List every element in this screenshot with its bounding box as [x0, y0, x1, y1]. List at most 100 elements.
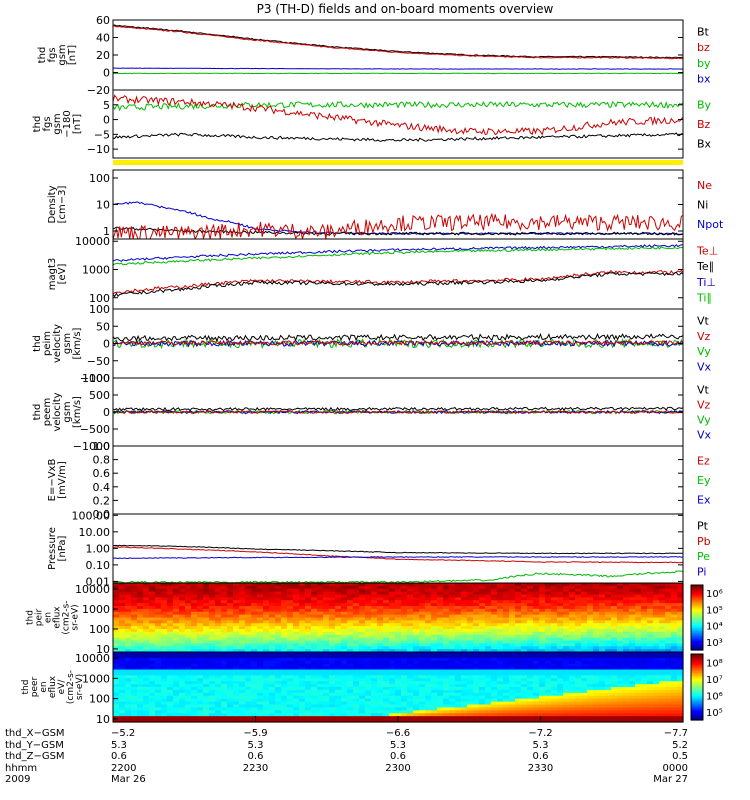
spectrogram-cell	[485, 710, 492, 714]
colorbar-frame	[690, 653, 704, 721]
spectrogram-cell	[167, 698, 174, 703]
spectrogram-cell	[497, 684, 504, 688]
spectrogram-cell	[227, 588, 234, 593]
spectrogram-cell	[647, 652, 654, 656]
spectrogram-cell	[629, 603, 636, 607]
spectrogram-cell	[233, 654, 240, 659]
spectrogram-cell	[329, 614, 336, 619]
spectrogram-cell	[677, 692, 684, 697]
spectrogram-cell	[269, 600, 276, 604]
spectrogram-cell	[389, 646, 396, 650]
spectrogram-cell	[551, 672, 558, 676]
spectrogram-cell	[413, 597, 420, 601]
spectrogram-cell	[215, 698, 222, 703]
spectrogram-cell	[431, 681, 438, 685]
spectrogram-cell	[587, 594, 594, 598]
spectrogram-cell	[167, 654, 174, 659]
spectrogram-cell	[323, 646, 330, 650]
spectrogram-cell	[575, 629, 582, 633]
spectrogram-cell	[479, 675, 486, 679]
spectrogram-cell	[431, 663, 438, 668]
spectrogram-cell	[275, 713, 282, 717]
spectrogram-cell	[455, 672, 462, 676]
spectrogram-cell	[143, 713, 150, 717]
spectrogram-cell	[497, 666, 504, 671]
colorbar-segment	[691, 632, 703, 635]
spectrogram-cell	[521, 719, 528, 723]
spectrogram-cell	[341, 594, 348, 598]
spectrogram-cell	[473, 617, 480, 621]
spectrogram-cell	[359, 652, 366, 656]
spectrogram-cell	[341, 716, 348, 720]
spectrogram-cell	[401, 603, 408, 607]
spectrogram-cell	[635, 617, 642, 621]
spectrogram-cell	[587, 640, 594, 644]
spectrogram-cell	[593, 637, 600, 642]
colorbar-segment	[691, 593, 703, 596]
spectrogram-cell	[377, 631, 384, 636]
spectrogram-cell	[215, 687, 222, 691]
spectrogram-cell	[395, 681, 402, 685]
spectrogram-cell	[389, 649, 396, 653]
spectrogram-cell	[659, 594, 666, 598]
spectrogram-cell	[191, 660, 198, 665]
spectrogram-cell	[185, 600, 192, 604]
spectrogram-cell	[311, 678, 318, 682]
spectrogram-cell	[323, 594, 330, 598]
colorbar-segment	[691, 670, 703, 673]
spectrogram-cell	[371, 629, 378, 633]
spectrogram-cell	[641, 660, 648, 665]
spectrogram-cell	[335, 692, 342, 697]
spectrogram-cell	[527, 611, 534, 616]
spectrogram-cell	[467, 710, 474, 714]
spectrogram-cell	[281, 631, 288, 636]
spectrogram-cell	[359, 713, 366, 717]
spectrogram-cell	[545, 666, 552, 671]
spectrogram-cell	[611, 698, 618, 703]
spectrogram-cell	[215, 623, 222, 627]
spectrogram-cell	[305, 588, 312, 593]
spectrogram-cell	[119, 646, 126, 650]
spectrogram-cell	[527, 716, 534, 720]
spectrogram-cell	[227, 678, 234, 682]
spectrogram-cell	[293, 684, 300, 688]
spectrogram-cell	[623, 669, 630, 674]
spectrogram-cell	[377, 678, 384, 682]
spectrogram-cell	[587, 675, 594, 679]
spectrogram-cell	[521, 591, 528, 596]
spectrogram-cell	[419, 631, 426, 636]
spectrogram-cell	[671, 634, 678, 639]
spectrogram-cell	[419, 643, 426, 647]
spectrogram-cell	[401, 672, 408, 676]
spectrogram-cell	[647, 666, 654, 671]
spectrogram-cell	[281, 704, 288, 709]
spectrogram-cell	[293, 623, 300, 627]
spectrogram-cell	[191, 672, 198, 676]
spectrogram-cell	[623, 606, 630, 610]
spectrogram-cell	[341, 617, 348, 621]
spectrogram-cell	[587, 684, 594, 688]
x-tick-label: Mar 26	[111, 774, 146, 785]
spectrogram-cell	[575, 654, 582, 659]
spectrogram-cell	[317, 704, 324, 709]
spectrogram-cell	[593, 663, 600, 668]
spectrogram-cell	[317, 643, 324, 647]
spectrogram-cell	[113, 704, 120, 709]
spectrogram-cell	[551, 637, 558, 642]
spectrogram-cell	[521, 684, 528, 688]
spectrogram-cell	[599, 597, 606, 601]
spectrogram-cell	[473, 640, 480, 644]
spectrogram-cell	[317, 617, 324, 621]
spectrogram-cell	[443, 698, 450, 703]
spectrogram-cell	[653, 681, 660, 685]
spectrogram-cell	[569, 681, 576, 685]
spectrogram-cell	[311, 646, 318, 650]
spectrogram-cell	[113, 603, 120, 607]
spectrogram-cell	[467, 669, 474, 674]
spectrogram-cell	[545, 597, 552, 601]
spectrogram-cell	[581, 640, 588, 644]
spectrogram-cell	[647, 583, 654, 587]
spectrogram-cell	[503, 689, 510, 694]
spectrogram-cell	[563, 681, 570, 685]
